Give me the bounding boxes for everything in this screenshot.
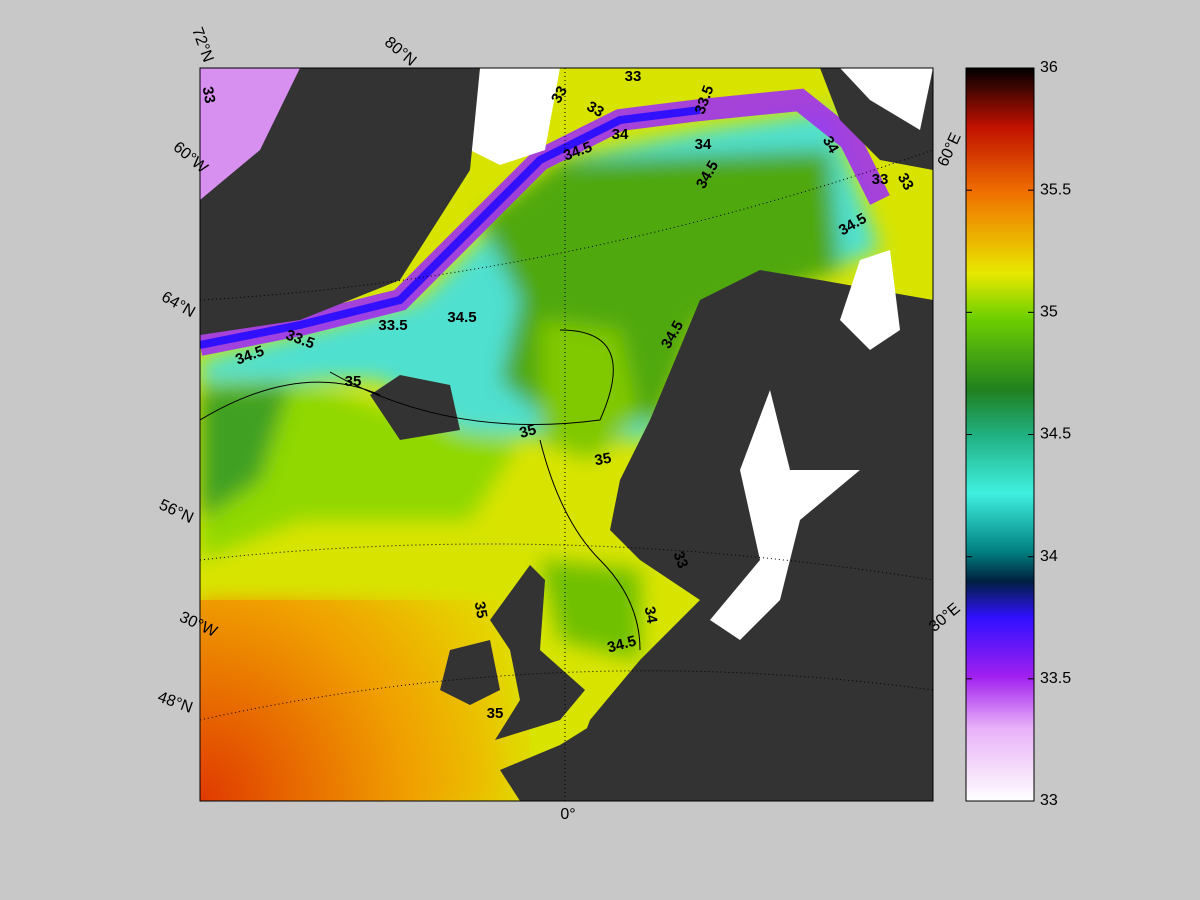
- contour-label: 33: [625, 68, 642, 85]
- contour-label: 34.5: [606, 632, 639, 656]
- contour-label: 35: [471, 600, 491, 619]
- colorbar: [965, 67, 1035, 802]
- contour-label: 33: [872, 171, 889, 188]
- contour-label: 33: [894, 170, 917, 193]
- contour-label: 34: [819, 133, 842, 157]
- contour-label: 35: [518, 421, 539, 442]
- contour-label: 33: [548, 83, 571, 106]
- contour-label: 35: [593, 450, 612, 470]
- colorbar-tick-label: 34: [1040, 548, 1058, 565]
- contour-label: 34.5: [447, 309, 476, 326]
- graticule-label: 0°: [560, 806, 575, 823]
- colorbar-tick-label: 33.5: [1040, 670, 1071, 687]
- graticule-label: 72°N: [188, 25, 216, 64]
- contour-label: 34: [695, 136, 712, 153]
- contour-label: 33: [199, 85, 219, 104]
- contour-label: 34: [612, 126, 629, 143]
- map: [200, 68, 933, 801]
- graticule-label: 48°N: [155, 689, 194, 717]
- contour-label: 33: [670, 549, 692, 570]
- graticule-label: 60°E: [935, 130, 965, 169]
- colorbar-tick-label: 34.5: [1040, 426, 1071, 443]
- graticule-label: 64°N: [158, 288, 197, 321]
- contour-label: 35: [345, 373, 362, 390]
- contour-label: 33.5: [378, 317, 407, 334]
- contour-label: 33: [584, 98, 607, 121]
- contour-label: 35: [487, 705, 504, 722]
- contour-label: 34: [641, 605, 661, 625]
- map-frame: [199, 67, 934, 802]
- colorbar-tick-label: 36: [1040, 59, 1058, 76]
- colorbar-tick-label: 35: [1040, 304, 1058, 321]
- graticule-label: 80°N: [381, 34, 419, 70]
- colorbar-tick-label: 33: [1040, 792, 1058, 809]
- graticule-label: 56°N: [156, 496, 196, 527]
- colorbar-tick-label: 35.5: [1040, 181, 1071, 198]
